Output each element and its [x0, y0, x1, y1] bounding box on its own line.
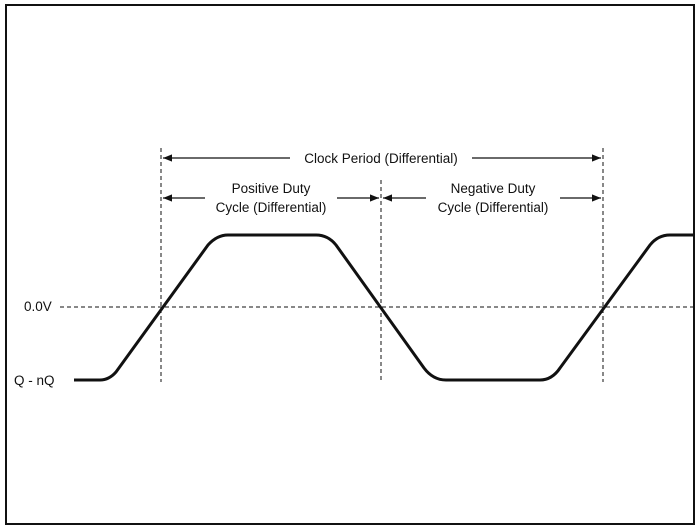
positive-duty-label-line1: Positive Duty [232, 181, 311, 196]
signal-name-label: Q - nQ [14, 373, 55, 388]
clock-period-label: Clock Period (Differential) [304, 151, 458, 166]
diagram-border [5, 4, 695, 525]
differential-waveform [74, 233, 694, 382]
negative-duty-label-line2: Cycle (Differential) [438, 200, 549, 215]
positive-duty-label-line2: Cycle (Differential) [216, 200, 327, 215]
zero-level-label: 0.0V [24, 299, 52, 314]
negative-duty-label-line1: Negative Duty [451, 181, 536, 196]
